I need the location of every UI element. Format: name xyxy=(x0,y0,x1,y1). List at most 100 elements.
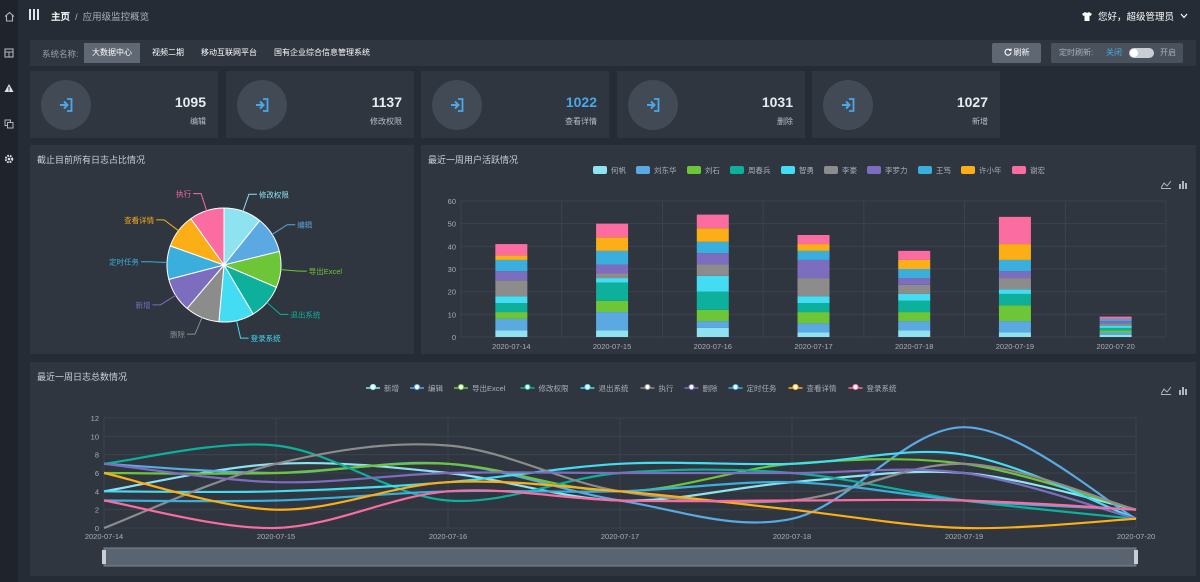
legend-swatch[interactable] xyxy=(781,166,795,174)
bar-segment[interactable] xyxy=(696,253,729,265)
stat-card[interactable]: 1022 查看详情 xyxy=(421,71,609,138)
bar-segment[interactable] xyxy=(495,255,528,260)
table-icon[interactable] xyxy=(3,48,15,60)
refresh-button[interactable]: 刷新 xyxy=(992,43,1041,63)
tab-mobile-internet[interactable]: 移动互联网平台 xyxy=(201,48,257,57)
bar-segment[interactable] xyxy=(998,321,1031,333)
bar-segment[interactable] xyxy=(596,237,629,251)
bar-segment[interactable] xyxy=(998,271,1031,279)
bar-segment[interactable] xyxy=(1099,330,1132,333)
bar-segment[interactable] xyxy=(596,312,629,331)
user-menu[interactable]: 您好，超级管理员 xyxy=(1081,9,1188,23)
bar-segment[interactable] xyxy=(898,284,931,294)
legend-label[interactable]: 新增 xyxy=(384,383,399,393)
legend-label[interactable]: 编辑 xyxy=(428,383,443,393)
bar-segment[interactable] xyxy=(1099,321,1132,324)
legend-label[interactable]: 许小年 xyxy=(979,165,1002,175)
legend-swatch[interactable] xyxy=(730,166,744,174)
bar-segment[interactable] xyxy=(898,278,931,285)
bar-segment[interactable] xyxy=(998,244,1031,260)
bar-segment[interactable] xyxy=(596,250,629,265)
bar-segment[interactable] xyxy=(1099,334,1132,337)
bar-segment[interactable] xyxy=(998,305,1031,322)
bar-segment[interactable] xyxy=(998,259,1031,272)
series-line[interactable] xyxy=(103,471,1137,530)
legend-marker[interactable] xyxy=(524,383,531,391)
bar-view-icon[interactable] xyxy=(1178,180,1188,189)
bar-segment[interactable] xyxy=(998,216,1031,245)
legend-marker[interactable] xyxy=(369,383,377,391)
legend-label[interactable]: 修改权限 xyxy=(539,383,569,393)
stat-card[interactable]: 1027 新增 xyxy=(812,71,1000,138)
bar-segment[interactable] xyxy=(898,321,931,331)
legend-swatch[interactable] xyxy=(593,166,607,174)
bar-segment[interactable] xyxy=(495,303,528,313)
legend-marker[interactable] xyxy=(644,383,651,391)
bar-segment[interactable] xyxy=(797,312,830,324)
legend-label[interactable]: 刘东华 xyxy=(654,165,677,175)
bar-segment[interactable] xyxy=(1099,332,1132,335)
stat-card[interactable]: 1095 编辑 xyxy=(30,71,218,138)
bar-segment[interactable] xyxy=(797,259,830,279)
bar-segment[interactable] xyxy=(696,264,729,276)
legend-label[interactable]: 查看详情 xyxy=(807,383,837,393)
bar-segment[interactable] xyxy=(596,330,629,337)
legend-marker[interactable] xyxy=(457,383,465,391)
bar-segment[interactable] xyxy=(797,296,830,303)
legend-marker[interactable] xyxy=(584,383,591,391)
pie-slice[interactable] xyxy=(190,207,225,267)
zoom-handle[interactable] xyxy=(1134,550,1138,564)
legend-label[interactable]: 谢宏 xyxy=(1030,165,1046,175)
line-view-icon[interactable] xyxy=(1161,180,1171,189)
bar-segment[interactable] xyxy=(596,282,629,301)
bar-segment[interactable] xyxy=(495,318,528,331)
bar-segment[interactable] xyxy=(898,300,931,313)
bar-segment[interactable] xyxy=(797,323,830,333)
bar-segment[interactable] xyxy=(495,271,528,281)
legend-label[interactable]: 定时任务 xyxy=(747,383,777,393)
bar-segment[interactable] xyxy=(998,289,1031,294)
home-icon[interactable] xyxy=(3,11,15,23)
bar-segment[interactable] xyxy=(495,312,528,319)
legend-label[interactable]: 智勇 xyxy=(799,165,814,175)
bar-segment[interactable] xyxy=(1099,325,1132,328)
bar-segment[interactable] xyxy=(1099,323,1132,326)
bar-segment[interactable] xyxy=(898,330,931,337)
bar-segment[interactable] xyxy=(696,241,729,254)
bar-segment[interactable] xyxy=(898,293,931,301)
legend-label[interactable]: 李豪 xyxy=(842,165,857,175)
bar-segment[interactable] xyxy=(898,269,931,279)
bar-segment[interactable] xyxy=(898,250,931,260)
bar-segment[interactable] xyxy=(495,259,528,272)
bar-segment[interactable] xyxy=(495,244,528,256)
legend-label[interactable]: 登录系统 xyxy=(867,383,897,393)
legend-marker[interactable] xyxy=(688,383,695,391)
legend-swatch[interactable] xyxy=(1012,166,1026,174)
bar-segment[interactable] xyxy=(596,278,629,283)
bar-segment[interactable] xyxy=(495,330,528,337)
bar-segment[interactable] xyxy=(696,214,729,229)
bar-segment[interactable] xyxy=(596,300,629,313)
bar-segment[interactable] xyxy=(998,278,1031,290)
bar-segment[interactable] xyxy=(495,296,528,303)
legend-swatch[interactable] xyxy=(824,166,838,174)
legend-marker[interactable] xyxy=(792,383,799,391)
legend-label[interactable]: 导出Excel xyxy=(472,383,506,393)
legend-label[interactable]: 何帆 xyxy=(611,165,626,175)
bar-segment[interactable] xyxy=(1099,327,1132,331)
bar-segment[interactable] xyxy=(696,309,729,322)
bar-segment[interactable] xyxy=(797,278,830,297)
bar-segment[interactable] xyxy=(797,332,830,337)
zoom-handle[interactable] xyxy=(102,550,106,564)
bar-segment[interactable] xyxy=(696,291,729,310)
legend-swatch[interactable] xyxy=(961,166,975,174)
legend-marker[interactable] xyxy=(413,383,421,391)
bar-segment[interactable] xyxy=(998,293,1031,306)
legend-marker[interactable] xyxy=(852,383,859,391)
legend-label[interactable]: 刘石 xyxy=(705,165,720,175)
chevron-down-icon[interactable] xyxy=(1180,13,1188,19)
auto-refresh-toggle[interactable] xyxy=(1129,48,1154,58)
legend-label[interactable]: 删除 xyxy=(703,383,718,393)
data-zoom-slider[interactable] xyxy=(103,547,1137,567)
legend-marker[interactable] xyxy=(732,383,739,391)
